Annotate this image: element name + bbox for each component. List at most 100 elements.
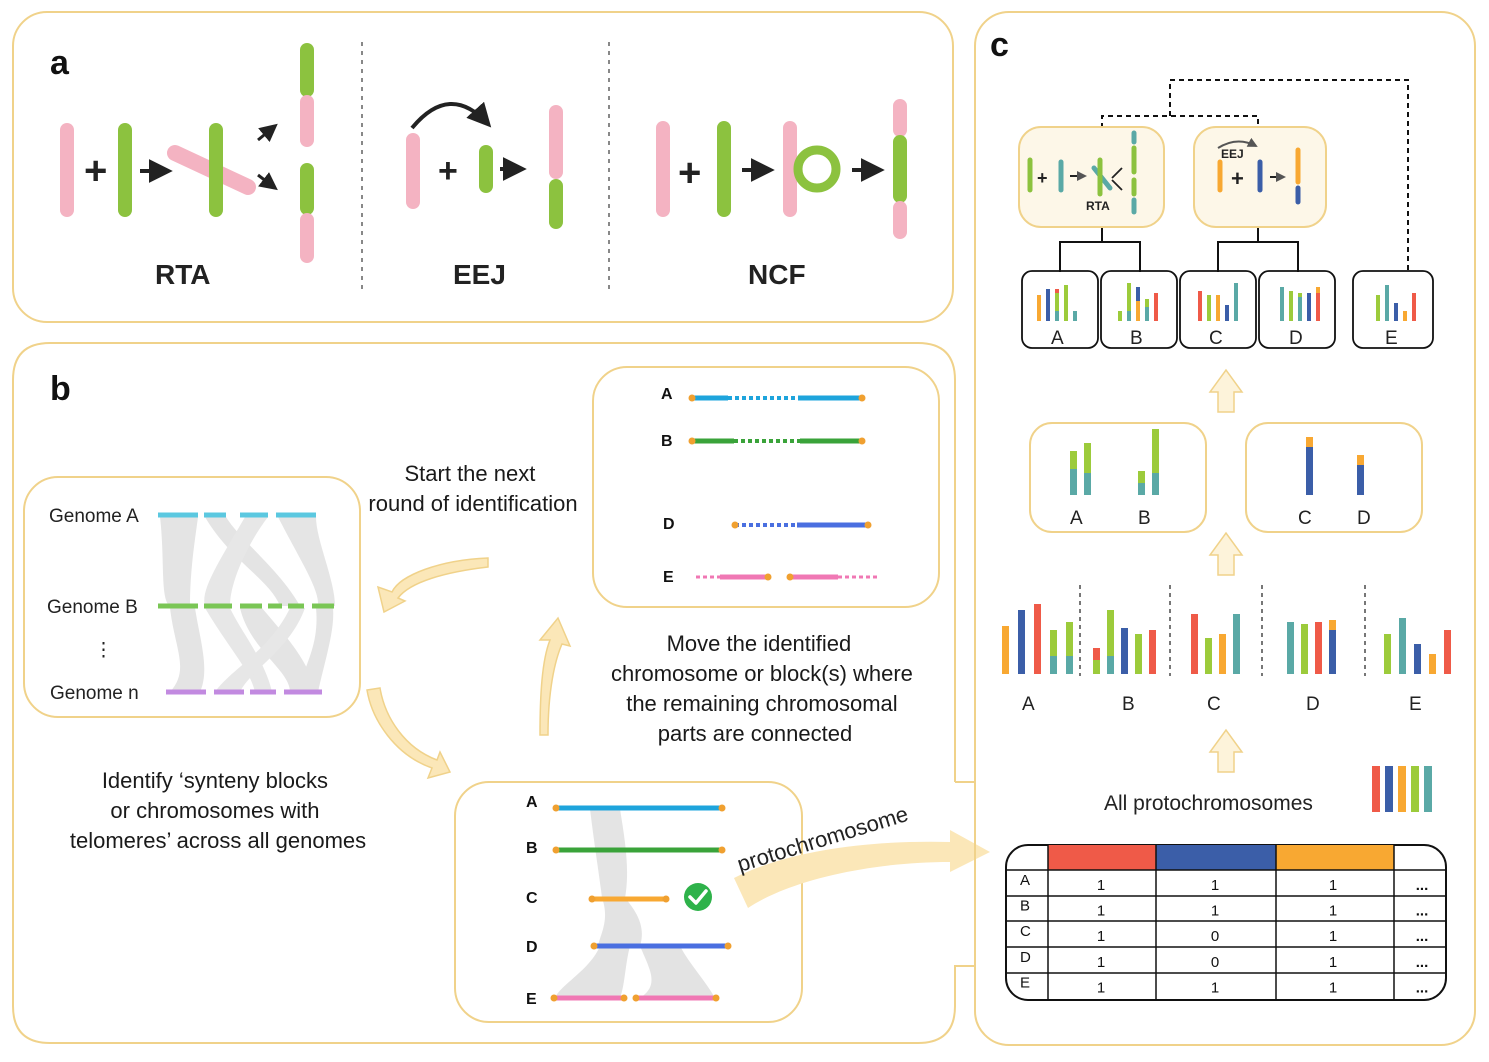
table-row-label: D [1020,949,1031,966]
karyotype-separators [1079,585,1366,676]
mini-bar [1055,311,1059,321]
bottom-c-label: C [1207,694,1221,715]
mini-bar [1316,293,1320,321]
mini-bar [1136,301,1140,321]
top-row-e: E [663,569,674,586]
table-row-label: E [1020,974,1030,991]
karyo-bar [1093,660,1100,674]
mid-bar [1084,473,1091,495]
protochromosome-legend [1372,766,1432,812]
mini-bar [1145,299,1149,307]
table-cell: ... [1416,903,1429,920]
eej-event-label: EEJ [1221,147,1244,161]
identified-box [454,781,803,1023]
solid-tree [1059,228,1299,272]
check-icon [684,883,712,911]
remaining-blocks [688,394,880,581]
mini-bar [1403,311,1407,321]
mini-bar [1055,293,1059,311]
table-row-label: B [1020,898,1030,915]
panel-b-letter: b [50,370,71,408]
table-row-label: A [1020,872,1030,889]
karyo-bar [1205,638,1212,674]
mid-bar [1152,429,1159,473]
mid-b-label: B [1138,508,1151,529]
mid-box-left [1029,422,1207,533]
mechanism-eej: EEJ [453,259,506,290]
mid-bars [1070,429,1364,495]
panel-c-letter: c [990,26,1009,64]
caption-next-round: Start the next round of identification [368,461,577,516]
mini-bar [1316,287,1320,293]
mini-bar [1046,289,1050,321]
mid-bar [1084,443,1091,473]
all-protochromosomes-label: All protochromosomes [1104,792,1313,815]
caption-move: Move the identified chromosome or block(… [611,631,919,746]
karyo-bar [1034,604,1041,674]
mini-bar [1198,291,1202,321]
mini-bar [1307,293,1311,321]
mini-bar [1145,307,1149,321]
mini-bar [1154,293,1158,321]
top-box-e-label: E [1385,328,1398,349]
table-header-red [1048,845,1156,870]
table-cell: 1 [1097,954,1105,971]
presence-table [1005,844,1447,1001]
table-row-label: C [1020,923,1031,940]
top-row-a: A [661,386,673,403]
table-cell: 1 [1211,903,1219,920]
mini-bar [1127,311,1131,321]
top-box-c-label: C [1209,328,1223,349]
karyo-bar [1002,626,1009,674]
bottom-row-d: D [526,939,538,956]
table-cell: 1 [1211,877,1219,894]
svg-text:+: + [84,149,107,193]
mini-bar [1376,295,1380,321]
bottom-row-b: B [526,840,538,857]
karyo-bar [1066,656,1073,674]
karyo-bar [1066,622,1073,656]
mid-c-label: C [1298,508,1312,529]
table-cell: ... [1416,954,1429,971]
panel-b-frame [12,342,975,1044]
karyo-bar [1191,614,1198,674]
top-row-b: B [661,433,673,450]
mini-bar [1118,311,1122,321]
table-cell: 0 [1211,954,1219,971]
table-cell: 1 [1329,979,1337,996]
top-row-d: D [663,516,675,533]
bottom-e-label: E [1409,694,1422,715]
table-cell: ... [1416,979,1429,996]
panel-c-frame [974,11,1476,1046]
karyo-bar [1429,654,1436,674]
mini-bar [1234,283,1238,321]
karyo-bar [1301,624,1308,674]
rta-event-box [1018,126,1165,228]
mid-bar [1306,437,1313,447]
karyo-bar [1050,630,1057,656]
bottom-b-label: B [1122,694,1135,715]
karyo-bar [1414,644,1421,674]
karyo-bar [1050,656,1057,674]
mini-bar [1073,311,1077,321]
mid-bar [1070,451,1077,469]
mechanism-ncf: NCF [748,259,806,290]
mini-bar [1298,297,1302,321]
mini-bar [1289,291,1293,321]
top-box-b-label: B [1130,328,1143,349]
up-arrows [1208,368,1244,773]
bottom-a-label: A [1022,694,1035,715]
table-cell: 1 [1097,903,1105,920]
karyo-bar [1399,618,1406,674]
genome-dots: ⋮ [94,640,113,661]
karyo-bar [1329,620,1336,630]
cycle-arrows [366,557,572,780]
mini-bar [1207,295,1211,321]
karyo-bar [1444,630,1451,674]
genome-a-label: Genome A [49,506,139,527]
panel-a-frame [12,11,954,323]
table-cell: 1 [1097,877,1105,894]
mid-bar [1152,473,1159,495]
mini-bar [1280,287,1284,321]
